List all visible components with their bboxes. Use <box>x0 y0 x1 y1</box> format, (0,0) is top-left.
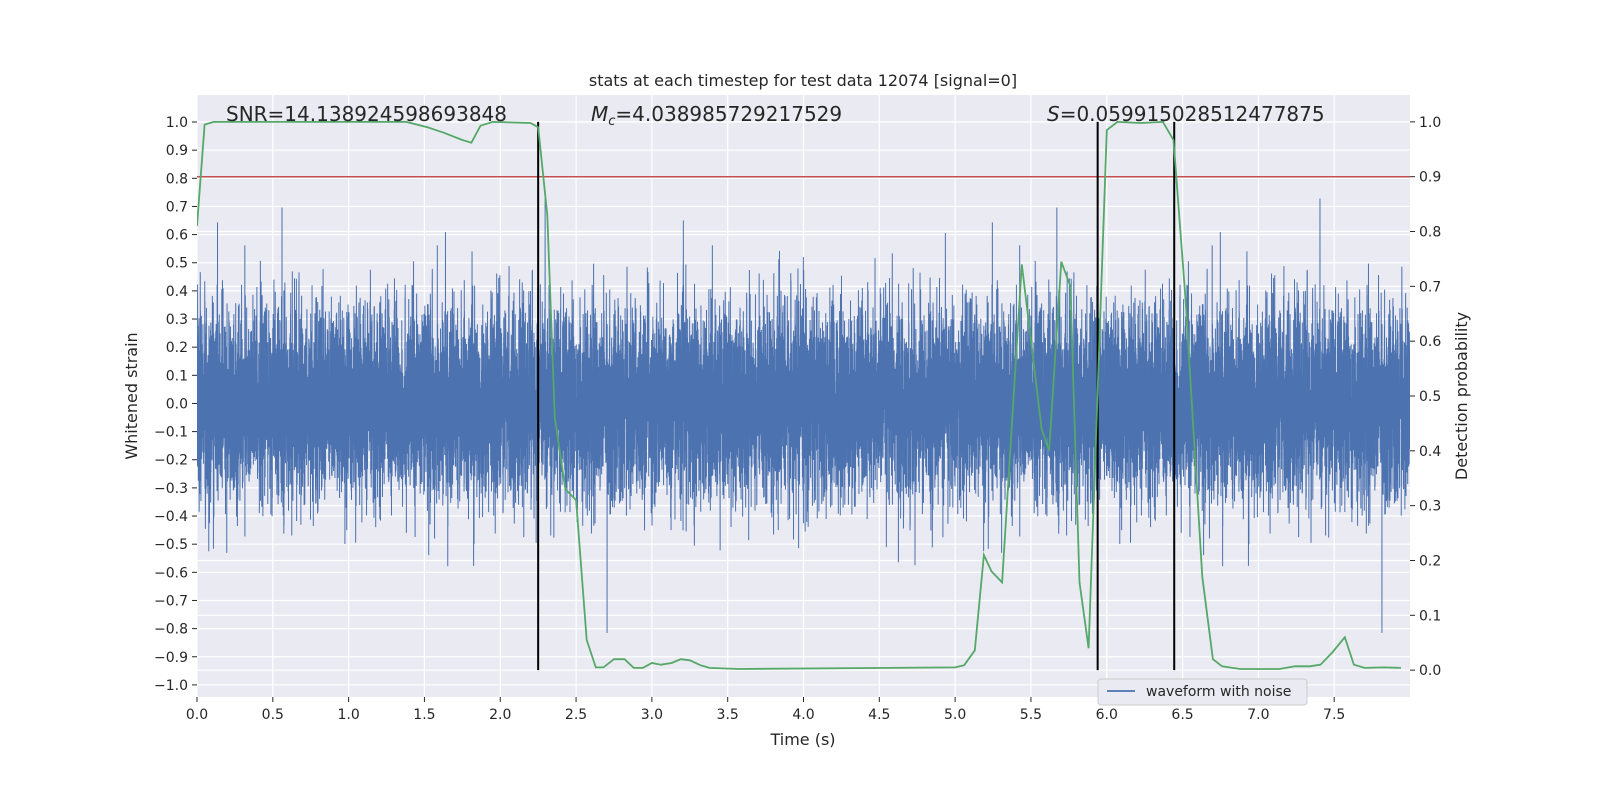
x-tick-label: 2.5 <box>565 707 587 723</box>
x-tick-label: 4.0 <box>792 707 814 723</box>
y-tick-label: −0.3 <box>154 481 188 497</box>
x-tick-label: 0.0 <box>186 707 208 723</box>
y-right-tick-label: 0.6 <box>1419 334 1441 350</box>
y-right-tick-label: 0.8 <box>1419 225 1441 241</box>
x-tick-label: 7.0 <box>1247 707 1269 723</box>
x-axis-label: Time (s) <box>769 730 835 749</box>
chirp-mass-symbol: M <box>591 102 608 126</box>
x-tick-label: 7.5 <box>1323 707 1345 723</box>
x-tick-label: 6.0 <box>1096 707 1118 723</box>
y-tick-label: −0.8 <box>154 622 188 638</box>
x-tick-label: 3.5 <box>717 707 739 723</box>
y-tick-label: 1.0 <box>166 115 188 131</box>
y-tick-label: −0.5 <box>154 537 188 553</box>
plot-area <box>197 120 1410 671</box>
y-tick-label: −0.6 <box>154 565 188 581</box>
y-tick-label: −0.4 <box>154 509 188 525</box>
chirp-mass-subscript: c <box>608 114 615 129</box>
x-tick-label: 5.0 <box>944 707 966 723</box>
chirp-mass-annotation: Mc=4.038985729217529 <box>591 102 842 129</box>
s-symbol: S <box>1047 102 1060 126</box>
y-right-tick-label: 0.5 <box>1419 389 1441 405</box>
y-tick-label: 0.5 <box>166 256 188 272</box>
x-tick-label: 5.5 <box>1020 707 1042 723</box>
y-tick-label: 0.4 <box>166 284 188 300</box>
y-tick-label: −0.1 <box>154 425 188 441</box>
chirp-mass-value: =4.038985729217529 <box>615 102 842 126</box>
legend-label-waveform: waveform with noise <box>1146 684 1291 700</box>
x-tick-label: 1.0 <box>337 707 359 723</box>
y-tick-label: −0.2 <box>154 453 188 469</box>
y-right-tick-label: 0.2 <box>1419 553 1441 569</box>
x-tick-label: 4.5 <box>868 707 890 723</box>
y-axis-ticks: 1.0 0.9 0.8 0.7 0.6 0.5 0.4 0.3 0.2 0.1 0.0 −0.1 −0.… <box>154 115 197 694</box>
x-tick-label: 6.5 <box>1171 707 1193 723</box>
y-axis-right-ticks: 0.0 0.1 0.2 0.3 0.4 0.5 0.6 0.7 0.8 0.9 1.0 <box>1410 115 1441 679</box>
y-tick-label: 0.8 <box>166 171 188 187</box>
y-tick-label: 0.1 <box>166 368 188 384</box>
waveform-series <box>197 198 1410 634</box>
y-tick-label: −0.9 <box>154 650 188 666</box>
y-axis-right-label: Detection probability <box>1452 312 1471 480</box>
y-tick-label: 0.2 <box>166 340 188 356</box>
x-axis-ticks: 0.0 0.5 1.0 1.5 2.0 2.5 3.0 3.5 4.0 4.5 5.0 5.5 6.0 6… <box>186 697 1345 723</box>
y-tick-label: 0.0 <box>166 396 188 412</box>
legend: waveform with noise <box>1097 678 1308 706</box>
x-tick-label: 1.5 <box>413 707 435 723</box>
y-right-tick-label: 0.4 <box>1419 444 1441 460</box>
snr-annotation: SNR=14.138924598693848 <box>226 102 507 126</box>
y-right-tick-label: 0.1 <box>1419 608 1441 624</box>
y-right-tick-label: 0.9 <box>1419 170 1441 186</box>
y-right-tick-label: 0.3 <box>1419 499 1441 515</box>
x-tick-label: 0.5 <box>262 707 284 723</box>
legend-box <box>1097 678 1308 706</box>
chart-title: stats at each timestep for test data 120… <box>589 71 1017 90</box>
y-tick-label: 0.7 <box>166 199 188 215</box>
y-tick-label: −0.7 <box>154 593 188 609</box>
y-axis-label: Whitened strain <box>122 332 141 459</box>
y-right-tick-label: 0.7 <box>1419 279 1441 295</box>
y-tick-label: 0.9 <box>166 143 188 159</box>
x-tick-label: 3.0 <box>641 707 663 723</box>
y-right-tick-label: 0.0 <box>1419 663 1441 679</box>
y-tick-label: 0.3 <box>166 312 188 328</box>
probability-series <box>197 120 1401 670</box>
s-annotation: S=0.059915028512477875 <box>1047 102 1325 126</box>
x-tick-label: 2.0 <box>489 707 511 723</box>
y-tick-label: −1.0 <box>154 678 188 694</box>
y-right-tick-label: 1.0 <box>1419 115 1441 131</box>
y-tick-label: 0.6 <box>166 228 188 244</box>
s-value: =0.059915028512477875 <box>1060 102 1325 126</box>
